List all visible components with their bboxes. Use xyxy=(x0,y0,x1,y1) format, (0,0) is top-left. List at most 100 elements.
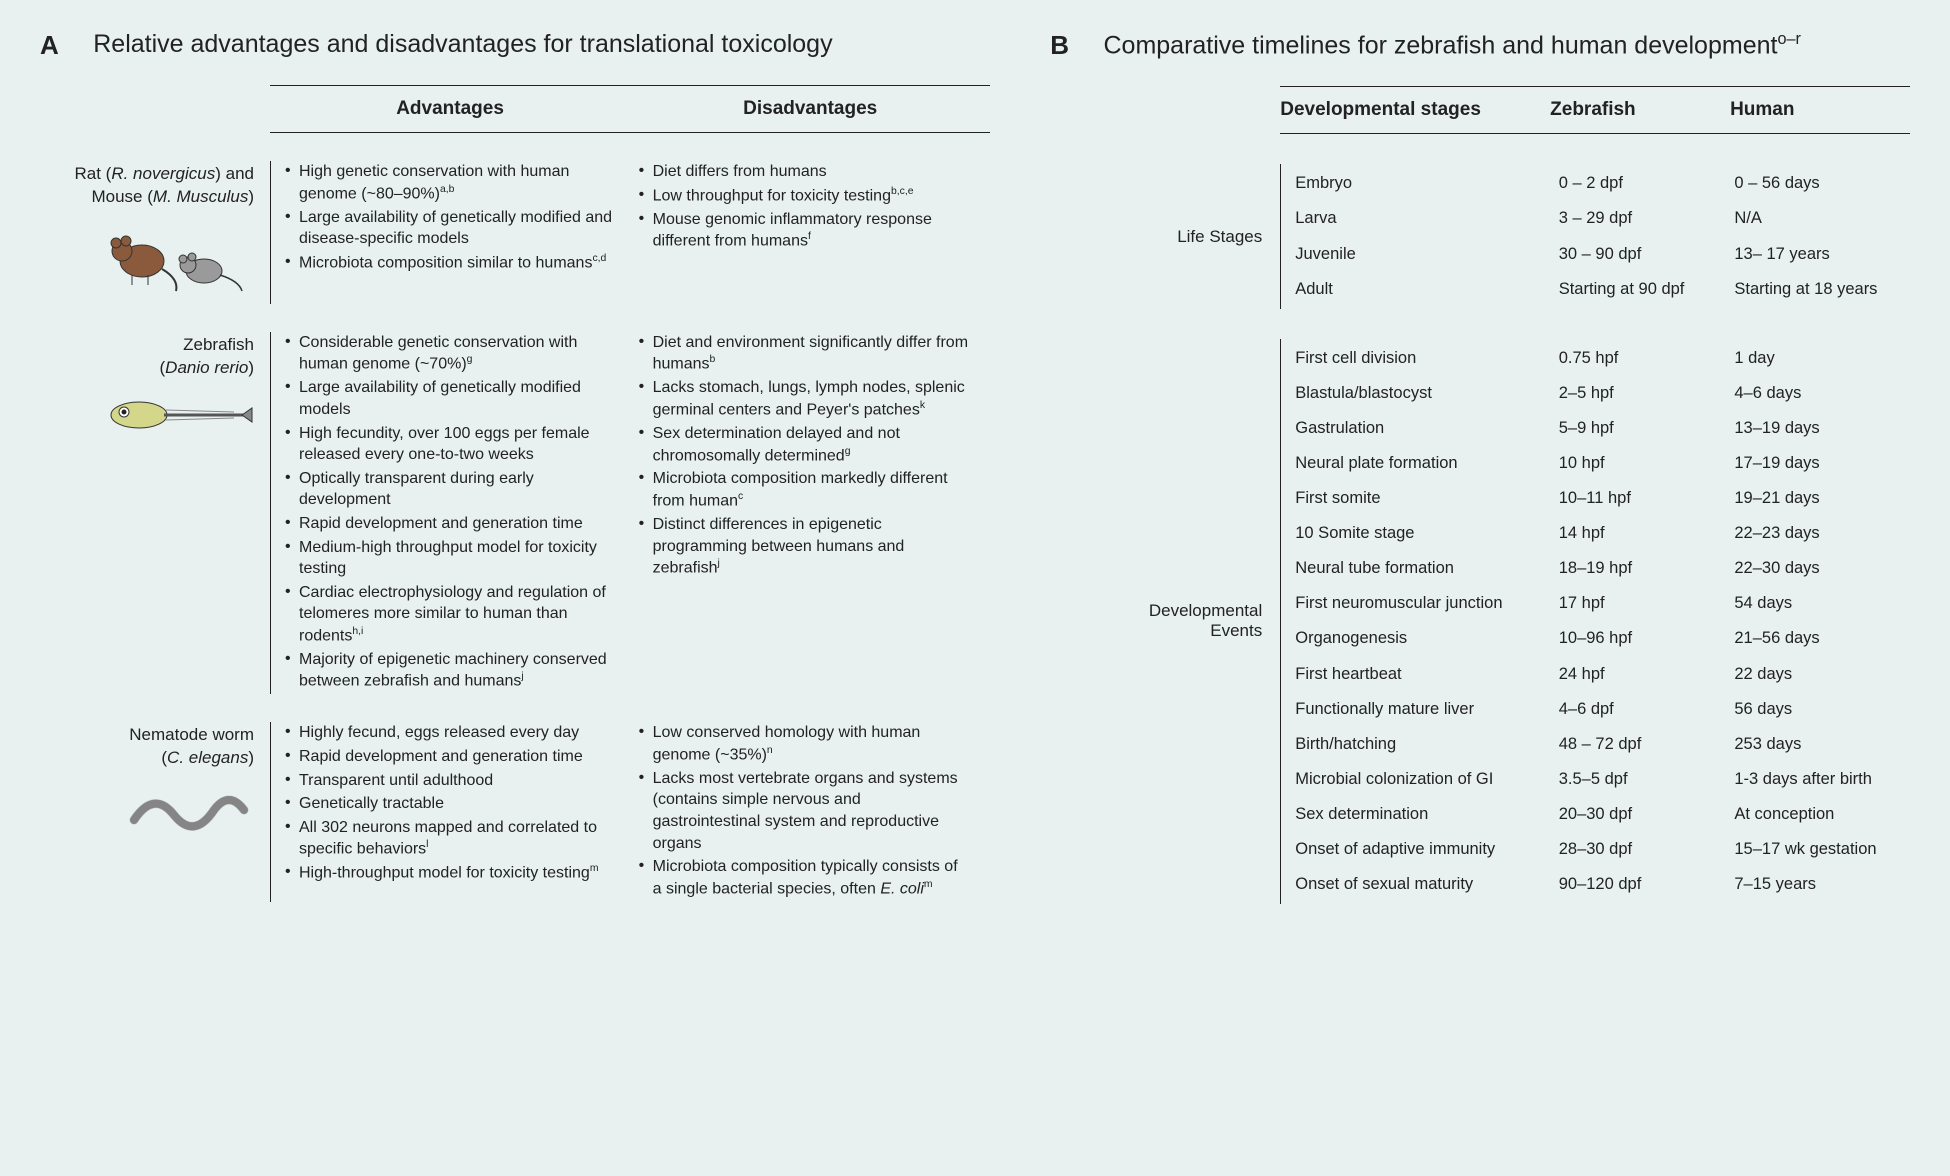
tox-row: Zebrafish(Danio rerio) Considerable gene… xyxy=(40,332,990,694)
advantages-col: Considerable genetic conservation with h… xyxy=(283,332,637,694)
stage-name: Microbial colonization of GI xyxy=(1295,768,1558,791)
human-value: 7–15 years xyxy=(1734,873,1910,896)
advantage-item: High genetic conservation with human gen… xyxy=(283,161,617,205)
advantage-item: Highly fecund, eggs released every day xyxy=(283,722,617,744)
header-disadvantages: Disadvantages xyxy=(630,98,990,120)
zebrafish-value: 2–5 hpf xyxy=(1559,382,1735,405)
tox-header: Advantages Disadvantages xyxy=(270,85,990,133)
zebrafish-value: 20–30 dpf xyxy=(1559,803,1735,826)
stage-name: Gastrulation xyxy=(1295,417,1558,440)
stage-name: Blastula/blastocyst xyxy=(1295,382,1558,405)
disadvantage-item: Lacks stomach, lungs, lymph nodes, splen… xyxy=(637,377,971,421)
stage-name: Adult xyxy=(1295,278,1558,301)
human-value: 22–30 days xyxy=(1734,557,1910,580)
zebrafish-value: 24 hpf xyxy=(1559,663,1735,686)
stage-name: First heartbeat xyxy=(1295,663,1558,686)
header-human: Human xyxy=(1730,99,1910,121)
figure-container: A Relative advantages and disadvantages … xyxy=(40,30,1910,904)
header-zebrafish: Zebrafish xyxy=(1550,99,1730,121)
species-label: Zebrafish(Danio rerio) xyxy=(40,332,270,694)
disadvantages-col: Diet differs from humansLow throughput f… xyxy=(637,161,991,304)
dev-row: Organogenesis 10–96 hpf 21–56 days xyxy=(1295,621,1910,656)
disadvantages-col: Diet and environment significantly diffe… xyxy=(637,332,991,694)
zebrafish-value: 30 – 90 dpf xyxy=(1559,243,1735,266)
advantage-item: High fecundity, over 100 eggs per female… xyxy=(283,423,617,466)
human-value: Starting at 18 years xyxy=(1734,278,1910,301)
advantage-item: Large availability of genetically modifi… xyxy=(283,377,617,420)
advantage-item: Rapid development and generation time xyxy=(283,513,617,535)
advantages-col: High genetic conservation with human gen… xyxy=(283,161,637,304)
dev-row: First cell division 0.75 hpf 1 day xyxy=(1295,341,1910,376)
stage-name: Functionally mature liver xyxy=(1295,698,1558,721)
toxicology-table: Advantages Disadvantages Rat (R. novergi… xyxy=(40,85,990,902)
human-value: 19–21 days xyxy=(1734,487,1910,510)
dev-row: Onset of sexual maturity 90–120 dpf 7–15… xyxy=(1295,867,1910,902)
human-value: N/A xyxy=(1734,207,1910,230)
human-value: 56 days xyxy=(1734,698,1910,721)
dev-row: Juvenile 30 – 90 dpf 13– 17 years xyxy=(1295,237,1910,272)
disadvantage-item: Low conserved homology with human genome… xyxy=(637,722,971,766)
human-value: 1 day xyxy=(1734,347,1910,370)
advantage-item: Cardiac electrophysiology and regulation… xyxy=(283,582,617,647)
human-value: 54 days xyxy=(1734,592,1910,615)
stage-name: Onset of sexual maturity xyxy=(1295,873,1558,896)
stage-name: Neural tube formation xyxy=(1295,557,1558,580)
disadvantage-item: Mouse genomic inflammatory response diff… xyxy=(637,209,971,253)
panel-b-label: B xyxy=(1050,30,1069,61)
disadvantage-item: Diet differs from humans xyxy=(637,161,971,183)
dev-row: Neural tube formation 18–19 hpf 22–30 da… xyxy=(1295,551,1910,586)
panel-b: B Comparative timelines for zebrafish an… xyxy=(1050,30,1910,904)
stage-name: Organogenesis xyxy=(1295,627,1558,650)
dev-row: Blastula/blastocyst 2–5 hpf 4–6 days xyxy=(1295,376,1910,411)
zebrafish-value: 18–19 hpf xyxy=(1559,557,1735,580)
human-value: At conception xyxy=(1734,803,1910,826)
advantages-col: Highly fecund, eggs released every dayRa… xyxy=(283,722,637,901)
advantage-item: Rapid development and generation time xyxy=(283,746,617,768)
human-value: 13– 17 years xyxy=(1734,243,1910,266)
dev-row: First heartbeat 24 hpf 22 days xyxy=(1295,657,1910,692)
human-value: 13–19 days xyxy=(1734,417,1910,440)
advantage-item: All 302 neurons mapped and correlated to… xyxy=(283,817,617,861)
advantage-item: Medium-high throughput model for toxicit… xyxy=(283,537,617,580)
stage-name: First cell division xyxy=(1295,347,1558,370)
human-value: 17–19 days xyxy=(1734,452,1910,475)
zebrafish-value: 5–9 hpf xyxy=(1559,417,1735,440)
zebrafish-value: 10–11 hpf xyxy=(1559,487,1735,510)
disadvantage-item: Low throughput for toxicity testingb,c,e xyxy=(637,185,971,207)
disadvantage-item: Microbiota composition typically consist… xyxy=(637,856,971,900)
human-value: 21–56 days xyxy=(1734,627,1910,650)
header-advantages: Advantages xyxy=(270,98,630,120)
advantage-item: Genetically tractable xyxy=(283,793,617,815)
rodent-icon xyxy=(104,219,254,299)
stage-name: First somite xyxy=(1295,487,1558,510)
stage-name: Neural plate formation xyxy=(1295,452,1558,475)
dev-header: Developmental stages Zebrafish Human xyxy=(1280,86,1910,134)
advantage-item: Optically transparent during early devel… xyxy=(283,468,617,511)
human-value: 0 – 56 days xyxy=(1734,172,1910,195)
zebrafish-value: 17 hpf xyxy=(1559,592,1735,615)
zebrafish-value: 10 hpf xyxy=(1559,452,1735,475)
dev-row: 10 Somite stage 14 hpf 22–23 days xyxy=(1295,516,1910,551)
zebrafish-value: 3 – 29 dpf xyxy=(1559,207,1735,230)
dev-row: Sex determination 20–30 dpf At conceptio… xyxy=(1295,797,1910,832)
disadvantage-item: Diet and environment significantly diffe… xyxy=(637,332,971,376)
panel-a-label: A xyxy=(40,30,59,61)
human-value: 253 days xyxy=(1734,733,1910,756)
zebrafish-value: 0 – 2 dpf xyxy=(1559,172,1735,195)
human-value: 22 days xyxy=(1734,663,1910,686)
human-value: 1-3 days after birth xyxy=(1734,768,1910,791)
panel-a-title: Relative advantages and disadvantages fo… xyxy=(93,30,832,59)
stage-name: Juvenile xyxy=(1295,243,1558,266)
header-stages: Developmental stages xyxy=(1280,99,1550,121)
species-label: Nematode worm(C. elegans) xyxy=(40,722,270,901)
zebrafish-value: 48 – 72 dpf xyxy=(1559,733,1735,756)
dev-row: Functionally mature liver 4–6 dpf 56 day… xyxy=(1295,692,1910,727)
human-value: 4–6 days xyxy=(1734,382,1910,405)
section-label: Developmental Events xyxy=(1100,339,1280,905)
stage-name: First neuromuscular junction xyxy=(1295,592,1558,615)
dev-row: Gastrulation 5–9 hpf 13–19 days xyxy=(1295,411,1910,446)
dev-row: First somite 10–11 hpf 19–21 days xyxy=(1295,481,1910,516)
human-value: 22–23 days xyxy=(1734,522,1910,545)
zebrafish-value: 14 hpf xyxy=(1559,522,1735,545)
dev-row: Onset of adaptive immunity 28–30 dpf 15–… xyxy=(1295,832,1910,867)
